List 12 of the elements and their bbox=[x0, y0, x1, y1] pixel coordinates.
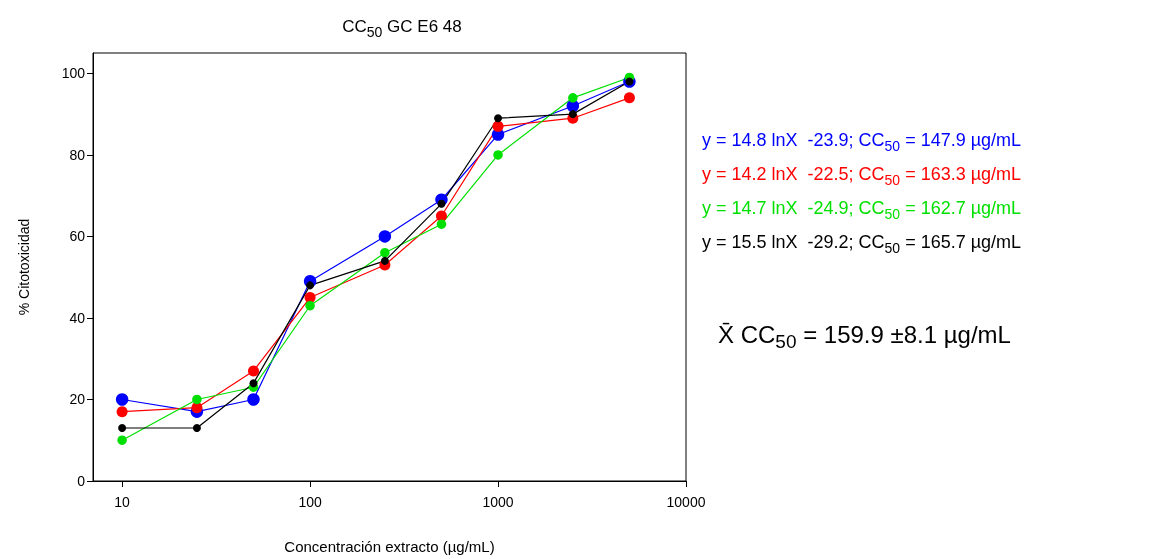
y-tick-label: 0 bbox=[77, 473, 86, 489]
y-tick-label: 20 bbox=[69, 391, 86, 408]
x-tick-label: 10 bbox=[114, 494, 131, 510]
x-tick-label: 100 bbox=[298, 494, 322, 510]
x-tick-label: 10000 bbox=[666, 494, 706, 510]
y-axis-title: % Citotoxicidad bbox=[16, 218, 32, 316]
y-tick-label: 100 bbox=[61, 65, 86, 82]
y-tick-label: 80 bbox=[69, 146, 86, 163]
y-tick-label: 60 bbox=[69, 228, 86, 245]
y-tick-label: 40 bbox=[69, 309, 86, 326]
x-axis-title: Concentración extracto (µg/mL) bbox=[284, 538, 495, 555]
x-tick-label: 1000 bbox=[482, 494, 514, 510]
